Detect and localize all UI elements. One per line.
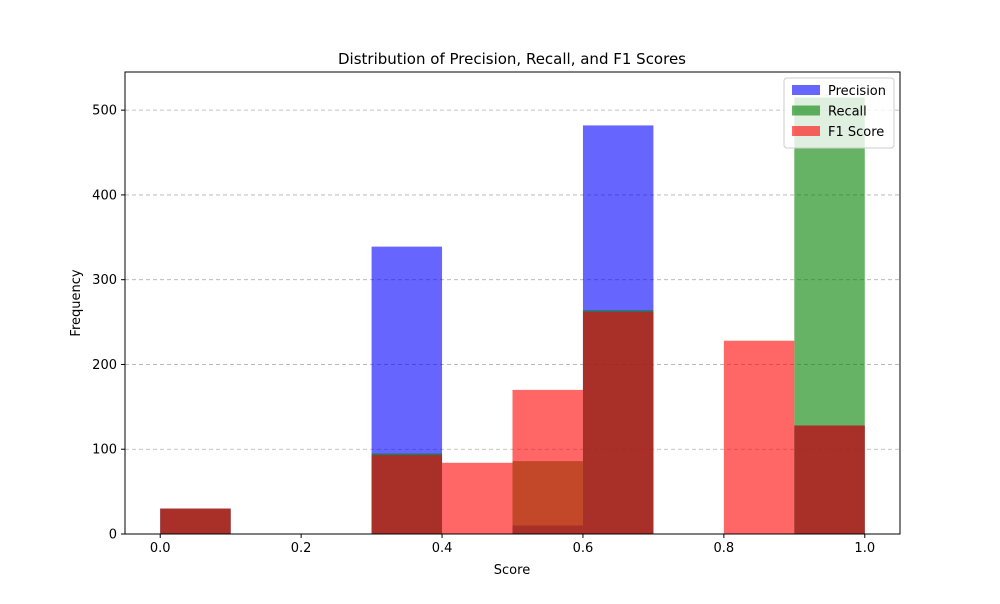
bar-f1-score-3 (371, 455, 443, 534)
x-tick-label-1: 0.2 (291, 541, 312, 556)
x-tick-label-3: 0.6 (573, 541, 594, 556)
x-axis-label: Score (494, 563, 530, 578)
x-axis-ticks: 0.0 0.2 0.4 0.6 0.8 1.0 (150, 534, 875, 556)
y-tick-label-5: 500 (92, 104, 117, 119)
y-axis-ticks: 0 100 200 300 400 500 (92, 104, 125, 543)
bar-f1-score-8 (723, 340, 795, 534)
y-tick-label-1: 100 (92, 443, 117, 458)
y-tick-label-3: 300 (92, 273, 117, 288)
bar-f1-score-5 (512, 389, 583, 534)
legend-swatch-recall (792, 105, 820, 116)
x-tick-label-5: 1.0 (854, 541, 875, 556)
y-axis-label: Frequency (69, 269, 84, 336)
x-tick-label-0: 0.0 (150, 541, 171, 556)
plot-frame (124, 71, 901, 535)
y-tick-label-0: 0 (109, 528, 117, 543)
bar-f1-score-6 (582, 311, 654, 534)
legend-label-f1-score: F1 Score (828, 125, 884, 140)
y-tick-label-4: 400 (92, 188, 117, 203)
bars (160, 97, 865, 535)
bar-f1-score-4 (442, 462, 513, 534)
legend-swatch-precision (792, 85, 820, 95)
legend-label-precision: Precision (828, 84, 886, 99)
legend-swatch-f1-score (792, 126, 820, 136)
x-tick-label-2: 0.4 (432, 541, 453, 556)
bar-f1-score-0 (160, 508, 231, 534)
legend: Precision Recall F1 Score (783, 77, 895, 149)
y-tick-label-2: 200 (92, 358, 117, 373)
x-tick-label-4: 0.8 (714, 541, 735, 556)
chart-title: Distribution of Precision, Recall, and F… (338, 50, 686, 68)
legend-label-recall: Recall (828, 105, 867, 120)
bar-f1-score-9 (794, 425, 865, 534)
